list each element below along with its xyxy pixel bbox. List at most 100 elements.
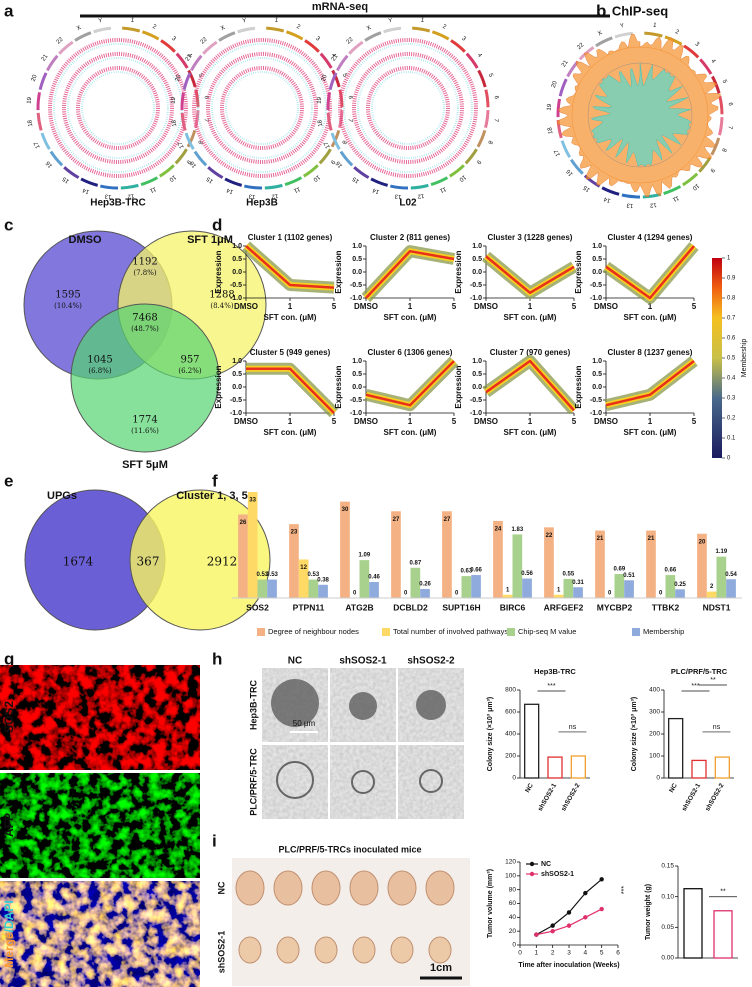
image-sos2 <box>0 665 200 770</box>
section-title: ChIP-seq <box>612 3 668 18</box>
track <box>53 43 183 173</box>
chromosome-arc <box>180 112 187 131</box>
chromosome-arc <box>336 54 349 72</box>
y-axis-label: Expression <box>574 250 583 293</box>
chromosome-label: 1 <box>130 18 135 25</box>
set-label: Cluster 1, 3, 5 <box>176 490 248 502</box>
track <box>197 43 327 173</box>
group-label: shSOS2-1 <box>216 931 226 974</box>
x-tick-label: 1 <box>648 302 653 311</box>
point <box>583 915 588 920</box>
chromosome-label: 20 <box>175 74 183 83</box>
y-tick-label: 800 <box>505 687 516 694</box>
category-label: PTPN11 <box>293 602 325 612</box>
chromosome-arc <box>319 52 333 69</box>
y-tick-label: 0.10 <box>661 893 674 900</box>
x-tick-label: 5 <box>692 302 697 311</box>
cluster-line <box>485 359 575 412</box>
bar <box>697 533 707 598</box>
track <box>352 52 464 164</box>
chromosome-label: 6 <box>203 95 209 100</box>
chromosome-label: 20 <box>321 74 329 83</box>
x-tick-label: NC <box>668 782 679 794</box>
point <box>566 923 572 928</box>
venn-e: UPGs Cluster 1, 3, 5 1674 367 2912 <box>24 489 271 631</box>
track <box>81 71 155 145</box>
y-tick-label: -0.5 <box>590 282 602 289</box>
bar <box>420 588 430 598</box>
chromosome-arc <box>569 158 584 175</box>
chromosome-arc <box>140 176 159 187</box>
y-tick-label: 0 <box>512 775 516 782</box>
colony <box>416 690 446 720</box>
region-count: 2912 <box>207 555 238 569</box>
cell-line-label: PLC/PRF/5-TRC <box>248 748 258 816</box>
point <box>534 932 539 937</box>
value-label: 0 <box>608 591 612 597</box>
bar <box>713 910 733 959</box>
chromosome-arc <box>339 150 354 167</box>
chromosome-arc <box>304 39 320 53</box>
value-label: 0.51 <box>623 573 635 579</box>
y-axis-label: Colony size (×10³ μm³) <box>631 697 638 772</box>
chromosome-arc <box>46 54 59 72</box>
chromosome-arc <box>683 44 700 59</box>
chromosome-label: 1 <box>420 18 425 25</box>
y-tick-label: 1.0 <box>472 243 482 250</box>
x-axis-label: SFT con. (μM) <box>624 313 677 322</box>
chromosome-label: 19 <box>27 96 34 104</box>
chromosome-arc <box>224 177 243 187</box>
x-tick-label: DMSO <box>474 417 498 426</box>
chromosome-arc <box>560 140 572 159</box>
significance: *** <box>547 683 555 690</box>
region-count: 1045 <box>87 355 112 366</box>
y-tick-label: 0.0 <box>472 384 482 391</box>
x-tick-label: DMSO <box>594 417 618 426</box>
region-percent: (8.4%) <box>210 302 234 310</box>
cluster-line <box>365 360 455 407</box>
y-tick-label: -0.5 <box>350 397 362 404</box>
chromosome-label: 19 <box>547 103 554 111</box>
chromosome-label: 4 <box>330 52 337 59</box>
colony <box>419 769 443 793</box>
x-tick-label: 5 <box>572 417 577 426</box>
bar <box>691 759 707 779</box>
value-label: 0.55 <box>563 571 575 577</box>
scale-bar-label: 50 μm <box>293 719 316 728</box>
x-tick-label: 1 <box>408 302 413 311</box>
point <box>550 928 555 934</box>
chromosome-label: 14 <box>225 186 234 194</box>
region-percent: (10.4%) <box>54 302 82 310</box>
chromosome-arc <box>182 72 192 91</box>
if-images: SOS2 AFP Merge/DAPI <box>0 665 200 987</box>
tumor <box>235 870 265 906</box>
y-tick-label: -0.5 <box>470 397 482 404</box>
chromosome-label: 3 <box>460 36 467 43</box>
bar <box>471 575 481 598</box>
colorbar-tick-label: 0.6 <box>727 336 736 342</box>
y-tick-label: 60 <box>509 900 517 907</box>
bar <box>614 574 625 598</box>
panel-label: b <box>596 1 606 20</box>
chromosome-arc <box>390 184 409 190</box>
bar <box>563 578 574 598</box>
y-axis-label: Expression <box>454 250 463 293</box>
stain-label: SOS2 <box>2 701 16 733</box>
chromosome-label: 22 <box>56 36 65 45</box>
chromosome-label: 21 <box>561 59 570 68</box>
micrograph <box>330 745 396 819</box>
mice-photo: PLC/PRF/5-TRCs inoculated mice NC shSOS2… <box>216 844 470 986</box>
colorbar-tick-label: 0.2 <box>727 416 736 422</box>
chromosome-label: 2 <box>441 24 447 31</box>
panel-label: c <box>4 215 13 234</box>
x-axis-label: SFT con. (μM) <box>504 313 557 322</box>
chromosome-arc <box>601 186 620 196</box>
y-tick-label: -0.5 <box>350 282 362 289</box>
sample-label: Hep3B-TRC <box>90 198 146 209</box>
x-tick-label: 5 <box>572 302 577 311</box>
cluster-line <box>365 249 455 299</box>
category-label: BIRC6 <box>500 602 526 612</box>
chromosome-arc <box>38 72 48 91</box>
